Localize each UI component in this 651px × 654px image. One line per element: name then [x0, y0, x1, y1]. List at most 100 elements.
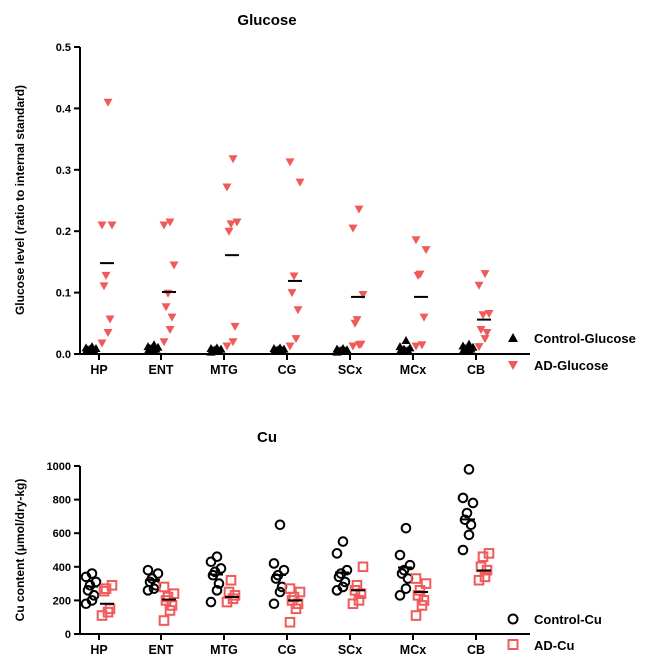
y-tick-label: 400 [53, 562, 71, 574]
data-point [476, 325, 486, 334]
data-point [152, 568, 164, 579]
data-point [274, 586, 286, 598]
data-point [142, 564, 154, 576]
data-point [461, 507, 473, 519]
data-point [228, 155, 238, 164]
x-tick-label: CB [467, 363, 485, 377]
legend-marker-triangle-down-icon [508, 361, 518, 370]
data-point [88, 590, 100, 601]
data-point [356, 340, 366, 349]
data-point [420, 578, 432, 589]
x-tick-label: SCx [338, 643, 362, 654]
data-point [484, 309, 494, 318]
data-point [358, 290, 368, 299]
data-point [232, 218, 242, 227]
chart-glucose: Glucose Glucose level (ratio to internal… [13, 12, 636, 377]
data-point [98, 585, 110, 597]
cu-mean-lines [84, 518, 491, 605]
data-point [159, 338, 169, 347]
y-tick-label: 0 [65, 629, 71, 641]
x-tick-label: HP [90, 363, 107, 377]
data-point [474, 281, 484, 290]
data-point [480, 335, 490, 344]
data-point [339, 576, 351, 588]
data-point [294, 586, 306, 598]
data-point [167, 313, 177, 322]
data-point [331, 548, 343, 559]
data-point [287, 289, 297, 298]
data-point [97, 339, 107, 348]
x-tick-label: ENT [149, 643, 174, 654]
data-point [226, 220, 236, 229]
y-tick-label: 0.4 [56, 103, 72, 115]
x-tick-label: CB [467, 643, 485, 654]
x-tick-label: SCx [338, 363, 362, 377]
data-point [398, 564, 410, 576]
data-point [479, 571, 491, 583]
data-point [101, 271, 111, 280]
cu-legend: Control-Cu AD-Cu [507, 612, 602, 653]
data-point [222, 183, 232, 192]
x-tick-label: MTG [210, 363, 238, 377]
data-point [103, 98, 113, 107]
legend-label: AD-Cu [534, 638, 574, 653]
legend-marker-open-circle-icon [507, 613, 519, 625]
data-point [211, 585, 223, 596]
data-point [158, 615, 170, 626]
glucose-mean-lines [84, 254, 491, 352]
glucose-legend: Control-Glucose AD-Glucose [508, 331, 636, 373]
x-tick-label: CG [278, 363, 297, 377]
x-tick-label: ENT [149, 363, 174, 377]
data-point [97, 221, 107, 230]
data-point [341, 564, 353, 576]
data-point [107, 221, 117, 230]
y-tick-label: 200 [53, 595, 71, 607]
y-tick-label: 0.0 [56, 349, 71, 361]
data-point [417, 341, 427, 350]
data-point [400, 522, 412, 534]
data-point [86, 595, 98, 606]
cu-x-ticks: HP ENT MTG CG SCx MCx CB [90, 634, 485, 654]
data-point [474, 343, 484, 352]
data-point [400, 583, 412, 594]
data-point [168, 588, 180, 599]
glucose-y-axis-label: Glucose level (ratio to internal standar… [13, 85, 27, 315]
data-point [354, 205, 364, 214]
data-point [483, 548, 495, 559]
data-point [161, 303, 171, 312]
data-point [205, 596, 217, 608]
data-point [464, 339, 474, 348]
x-tick-label: CG [278, 643, 297, 654]
data-point [411, 342, 421, 351]
data-point [457, 544, 469, 556]
data-point [410, 573, 422, 584]
legend-label: Control-Glucose [534, 331, 636, 346]
legend-marker-open-square-icon [507, 639, 519, 650]
data-point [293, 306, 303, 315]
y-tick-label: 0.1 [56, 288, 71, 300]
data-point [291, 335, 301, 344]
data-point [285, 158, 295, 167]
data-point [158, 581, 170, 593]
data-point [482, 329, 492, 338]
data-point [284, 583, 296, 594]
legend-label: AD-Glucose [534, 358, 608, 373]
legend-marker-triangle-up-icon [508, 333, 518, 342]
data-point [285, 342, 295, 351]
data-point [480, 270, 490, 279]
data-point [284, 616, 296, 628]
cu-data-points [80, 464, 495, 628]
data-point [230, 322, 240, 331]
data-point [169, 261, 179, 270]
data-point [348, 224, 358, 233]
data-point [211, 551, 223, 563]
y-tick-label: 800 [53, 495, 71, 507]
data-point [213, 578, 225, 589]
data-point [348, 342, 358, 351]
data-point [465, 519, 477, 531]
data-point [411, 236, 421, 245]
x-tick-label: HP [90, 643, 107, 654]
x-tick-label: MCx [400, 363, 426, 377]
data-point [478, 311, 488, 320]
